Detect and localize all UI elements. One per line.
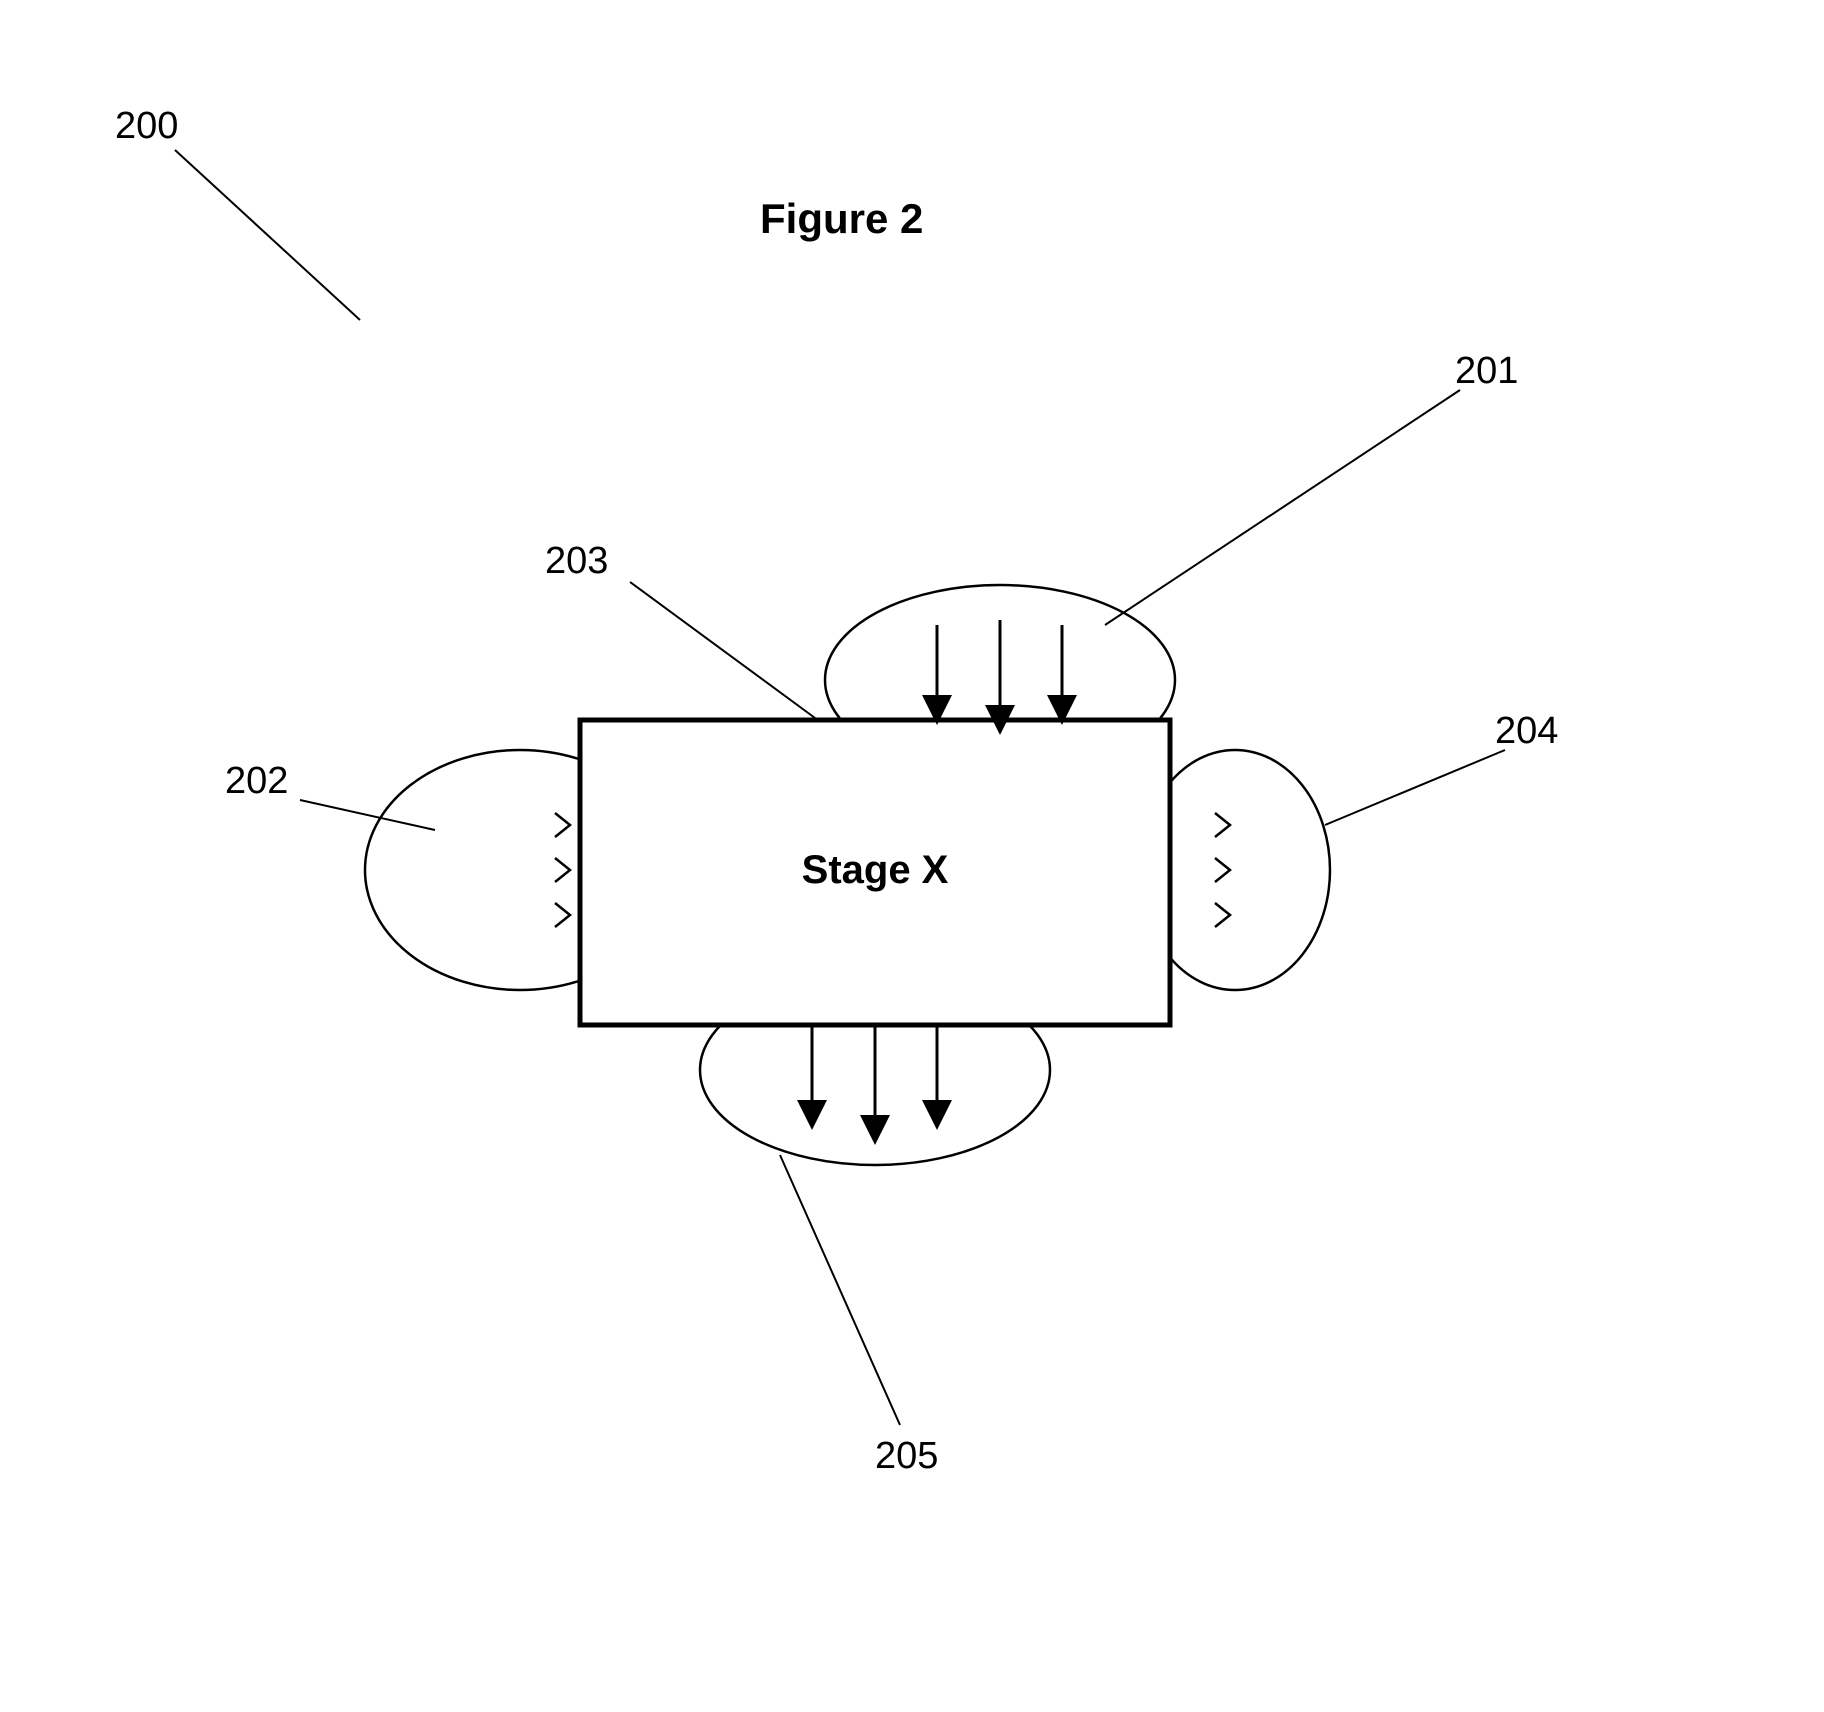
- ref-label-200: 200: [115, 105, 178, 148]
- figure-title: Figure 2: [760, 195, 923, 243]
- ref-label-202: 202: [225, 760, 288, 803]
- figure-2-diagram: Figure 2 Stage X 200 201 202 203 204 205: [0, 0, 1824, 1712]
- ref-label-203: 203: [545, 540, 608, 583]
- stage-box-label: Stage X: [785, 848, 965, 893]
- ref-label-201: 201: [1455, 350, 1518, 393]
- ref-label-204: 204: [1495, 710, 1558, 753]
- ref-label-205: 205: [875, 1435, 938, 1478]
